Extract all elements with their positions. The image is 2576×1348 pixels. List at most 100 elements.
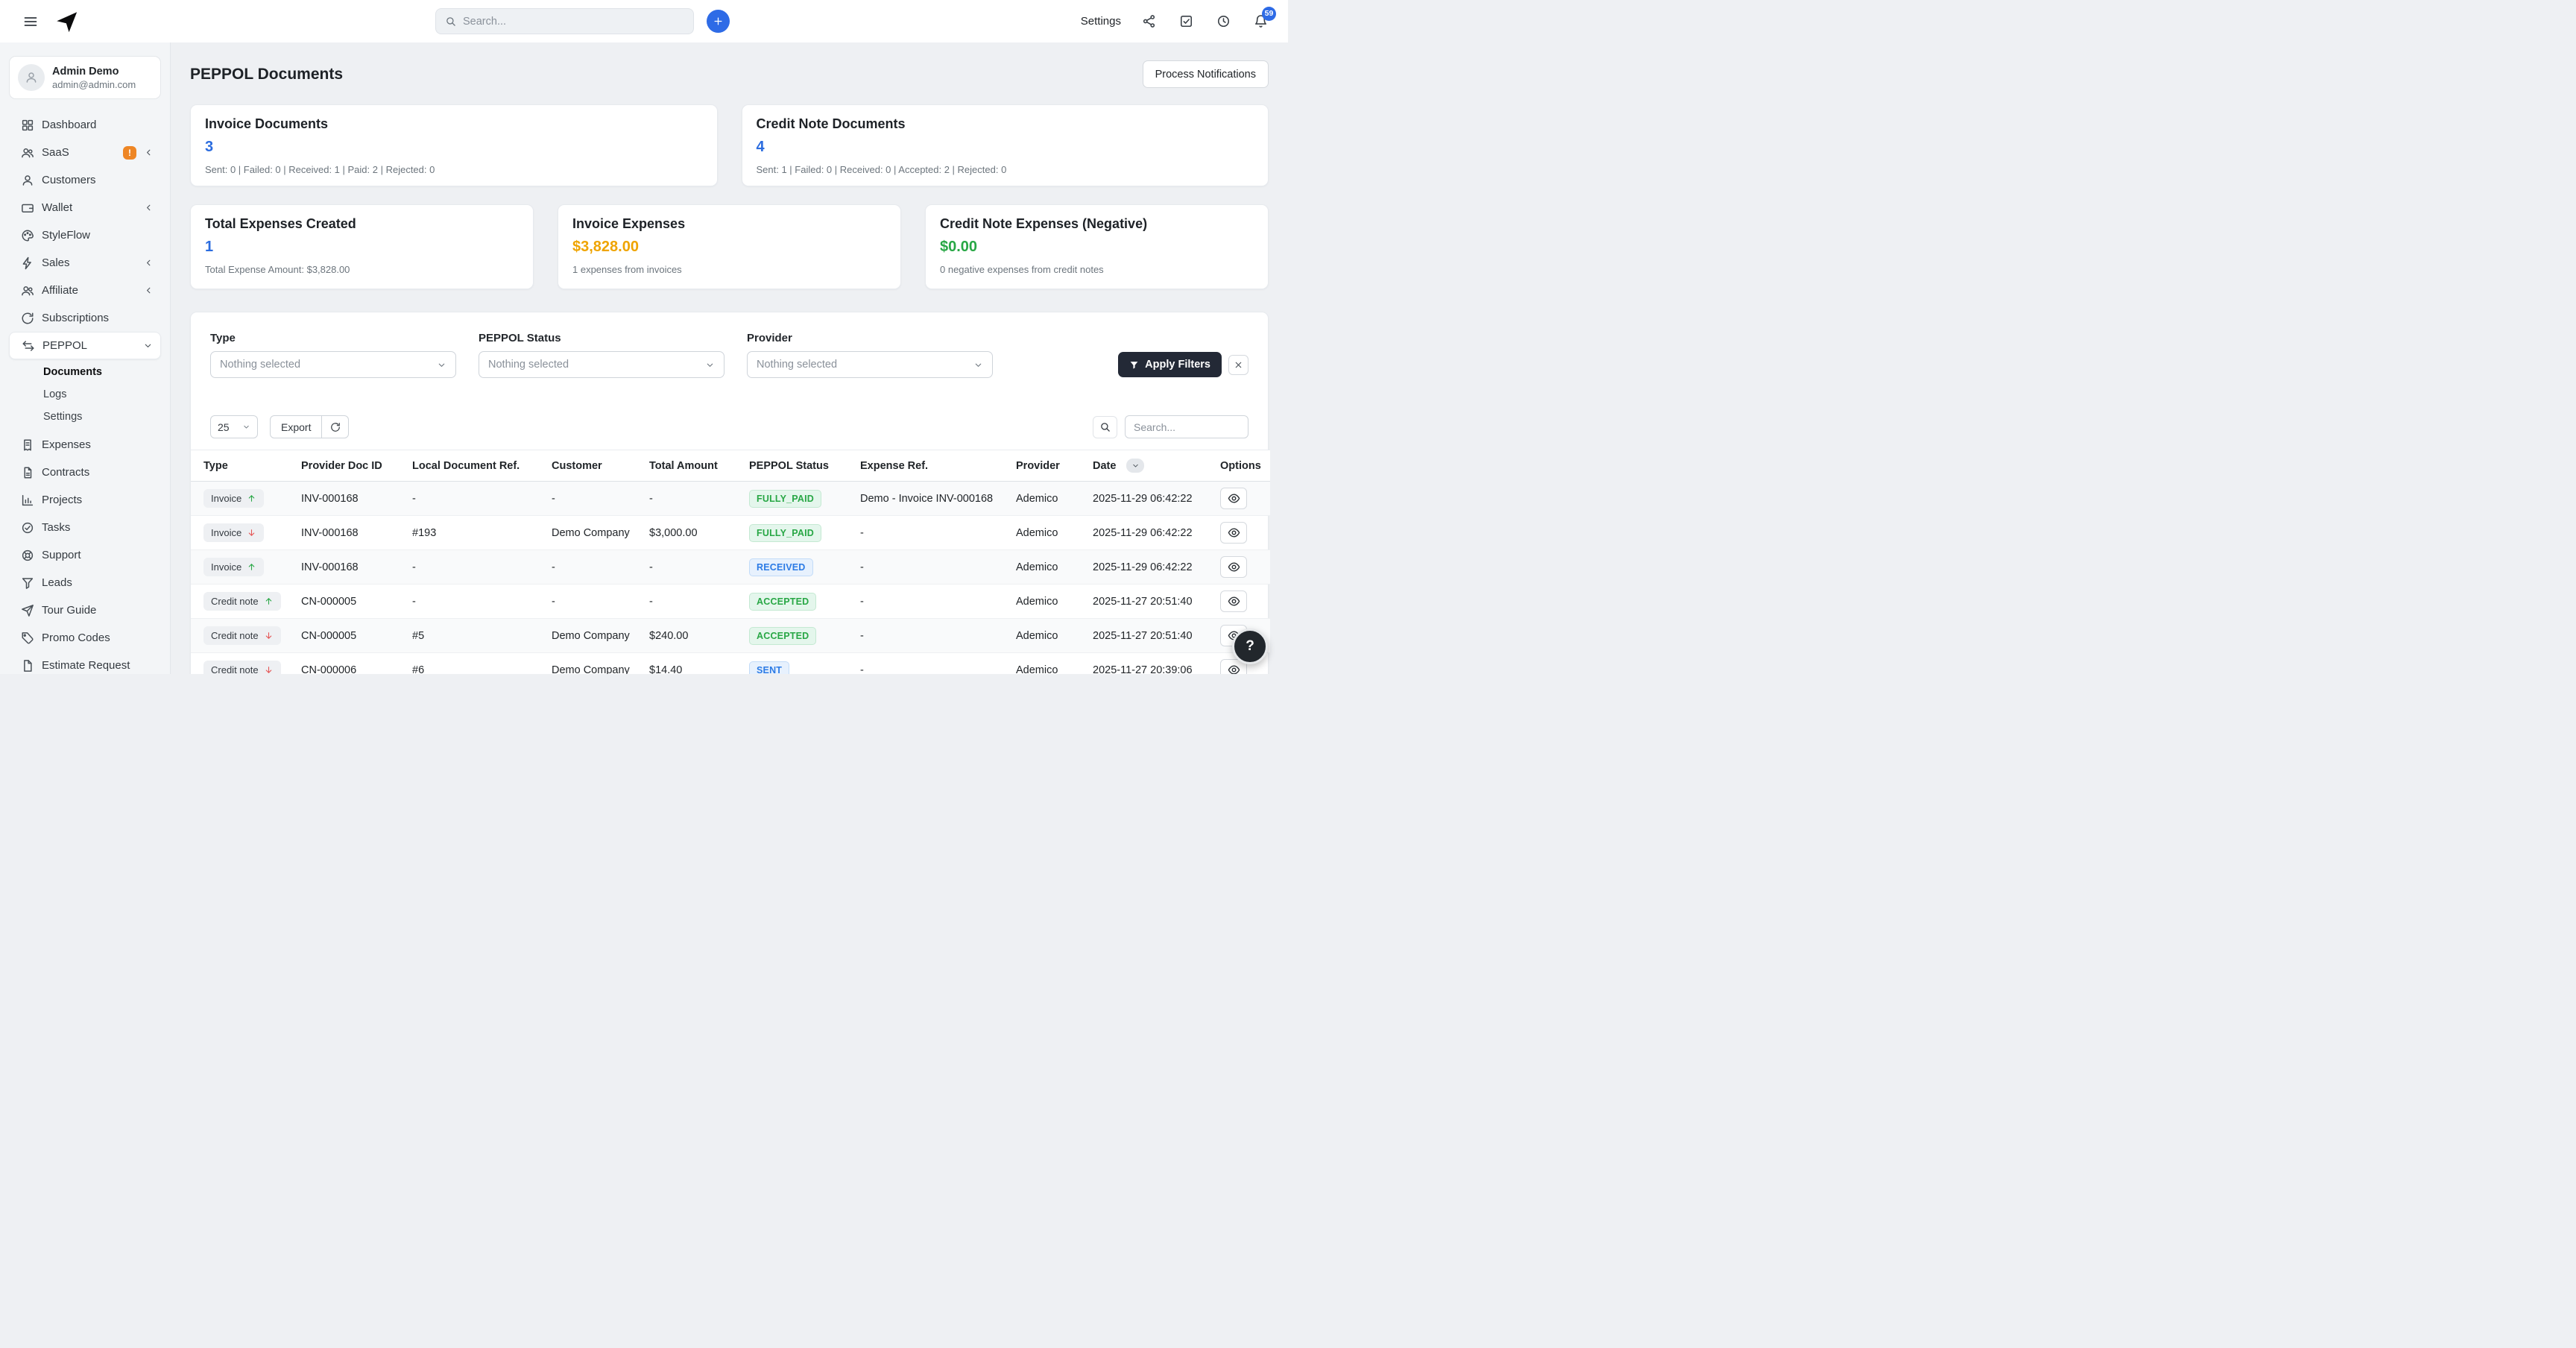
cell-total-amount: $240.00 xyxy=(637,618,737,653)
stat-meta: Sent: 0 | Failed: 0 | Received: 1 | Paid… xyxy=(205,164,435,175)
sidebar-item-estimate-request[interactable]: Estimate Request xyxy=(9,652,161,674)
col-header-local-ref[interactable]: Local Document Ref. xyxy=(400,450,540,482)
funnel-icon xyxy=(1129,360,1139,370)
table-row: Credit note CN-000005 #5 Demo Company $2… xyxy=(191,618,1270,653)
peppol-status-filter-select[interactable]: Nothing selected xyxy=(479,351,724,378)
stat-meta: Sent: 1 | Failed: 0 | Received: 0 | Acce… xyxy=(756,164,1007,175)
stat-title: Total Expenses Created xyxy=(205,216,356,231)
cell-provider-doc-id: INV-000168 xyxy=(289,549,400,585)
cell-provider: Ademico xyxy=(1004,618,1081,653)
page-size-value: 25 xyxy=(218,421,230,433)
cell-peppol-status: ACCEPTED xyxy=(737,584,848,619)
sidebar-item-label: Subscriptions xyxy=(42,312,110,324)
page-size-select[interactable]: 25 xyxy=(210,415,258,438)
global-search-input[interactable] xyxy=(463,15,684,28)
tasks-check-icon[interactable] xyxy=(1176,12,1196,31)
leads-icon xyxy=(21,576,34,590)
share-icon[interactable] xyxy=(1139,12,1158,31)
type-filter-select[interactable]: Nothing selected xyxy=(210,351,456,378)
page-title: PEPPOL Documents xyxy=(190,65,343,83)
sidebar-item-support[interactable]: Support xyxy=(9,541,161,569)
table-row: Invoice INV-000168 - - - FULLY_PAID Demo… xyxy=(191,481,1270,516)
cell-type: Credit note xyxy=(191,618,289,653)
col-header-date[interactable]: Date xyxy=(1081,450,1208,482)
sidebar-item-peppol-documents[interactable]: Documents xyxy=(43,366,102,378)
sidebar-item-leads[interactable]: Leads xyxy=(9,569,161,596)
col-header-type[interactable]: Type xyxy=(191,450,289,482)
sidebar-item-styleflow[interactable]: StyleFlow xyxy=(9,221,161,249)
stat-card-invoice-expenses: Invoice Expenses $3,828.00 1 expenses fr… xyxy=(558,204,901,289)
sidebar-item-affiliate[interactable]: Affiliate xyxy=(9,277,161,304)
sidebar-item-peppol-settings[interactable]: Settings xyxy=(43,411,83,423)
topbar: Settings 59 xyxy=(0,0,1288,42)
col-header-provider-doc-id[interactable]: Provider Doc ID xyxy=(289,450,400,482)
col-header-customer[interactable]: Customer xyxy=(540,450,637,482)
table-search-icon[interactable] xyxy=(1093,415,1117,438)
sidebar-item-tour-guide[interactable]: Tour Guide xyxy=(9,596,161,624)
export-button[interactable]: Export xyxy=(270,415,323,438)
hamburger-menu-icon[interactable] xyxy=(18,9,43,34)
help-button[interactable]: ? xyxy=(1232,629,1268,664)
sidebar-item-promo-codes[interactable]: Promo Codes xyxy=(9,624,161,652)
col-header-expense-ref[interactable]: Expense Ref. xyxy=(848,450,1004,482)
view-document-button[interactable] xyxy=(1220,488,1247,509)
sidebar-item-sales[interactable]: Sales xyxy=(9,249,161,277)
chevron-left-icon xyxy=(144,203,154,212)
view-document-button[interactable] xyxy=(1220,556,1247,578)
user-card[interactable]: Admin Demo admin@admin.com xyxy=(9,56,161,99)
stat-card-invoice-documents: Invoice Documents 3 Sent: 0 | Failed: 0 … xyxy=(190,104,718,186)
process-notifications-button[interactable]: Process Notifications xyxy=(1142,60,1269,88)
sidebar-item-label: Expenses xyxy=(42,438,91,451)
sidebar-item-customers[interactable]: Customers xyxy=(9,166,161,194)
quick-add-button[interactable] xyxy=(707,10,730,33)
cell-provider: Ademico xyxy=(1004,584,1081,619)
sidebar-item-tasks[interactable]: Tasks xyxy=(9,514,161,541)
col-header-provider[interactable]: Provider xyxy=(1004,450,1081,482)
stat-meta: 1 expenses from invoices xyxy=(572,264,682,275)
cell-type: Invoice xyxy=(191,515,289,550)
cell-peppol-status: RECEIVED xyxy=(737,549,848,585)
stat-title: Invoice Expenses xyxy=(572,216,686,231)
clear-filters-button[interactable] xyxy=(1228,354,1248,375)
direction-arrow-icon xyxy=(247,528,256,538)
cell-local-ref: #6 xyxy=(400,652,540,674)
sidebar-item-dashboard[interactable]: Dashboard xyxy=(9,111,161,139)
apply-filters-button[interactable]: Apply Filters xyxy=(1118,352,1222,377)
view-document-button[interactable] xyxy=(1220,590,1247,612)
peppol-status-filter-label: PEPPOL Status xyxy=(479,332,561,344)
customers-icon xyxy=(21,174,34,187)
sidebar-item-expenses[interactable]: Expenses xyxy=(9,431,161,459)
sales-icon xyxy=(21,256,34,270)
stat-card-credit-note-expenses: Credit Note Expenses (Negative) $0.00 0 … xyxy=(925,204,1269,289)
table-row: Credit note CN-000006 #6 Demo Company $1… xyxy=(191,652,1270,674)
sidebar-item-label: Projects xyxy=(42,494,83,506)
direction-arrow-icon xyxy=(264,596,274,606)
history-clock-icon[interactable] xyxy=(1213,12,1233,31)
doc-type-label: Credit note xyxy=(211,596,259,607)
sidebar-item-peppol[interactable]: PEPPOL xyxy=(9,332,161,359)
global-search xyxy=(435,8,694,34)
provider-filter-select[interactable]: Nothing selected xyxy=(747,351,993,378)
sidebar-item-contracts[interactable]: Contracts xyxy=(9,459,161,486)
cell-local-ref: #5 xyxy=(400,618,540,653)
sidebar-item-subscriptions[interactable]: Subscriptions xyxy=(9,304,161,332)
col-header-peppol-status[interactable]: PEPPOL Status xyxy=(737,450,848,482)
sidebar-item-saas[interactable]: SaaS ! xyxy=(9,139,161,166)
col-header-total-amount[interactable]: Total Amount xyxy=(637,450,737,482)
sort-date-button[interactable] xyxy=(1126,459,1145,473)
cell-expense-ref: - xyxy=(848,515,1004,550)
table-search-input[interactable] xyxy=(1125,415,1248,438)
sidebar-item-peppol-logs[interactable]: Logs xyxy=(43,388,67,400)
notifications-bell-icon[interactable]: 59 xyxy=(1251,6,1276,31)
cell-options xyxy=(1208,481,1270,516)
table-row: Invoice INV-000168 - - - RECEIVED - Adem… xyxy=(191,549,1270,585)
settings-link[interactable]: Settings xyxy=(1080,15,1121,28)
sidebar-item-wallet[interactable]: Wallet xyxy=(9,194,161,221)
view-document-button[interactable] xyxy=(1220,659,1247,674)
sidebar-item-projects[interactable]: Projects xyxy=(9,486,161,514)
view-document-button[interactable] xyxy=(1220,522,1247,544)
cell-options xyxy=(1208,549,1270,585)
app-logo[interactable] xyxy=(54,9,79,34)
sidebar: Admin Demo admin@admin.com Dashboard Saa… xyxy=(0,42,171,674)
refresh-button[interactable] xyxy=(322,415,350,438)
